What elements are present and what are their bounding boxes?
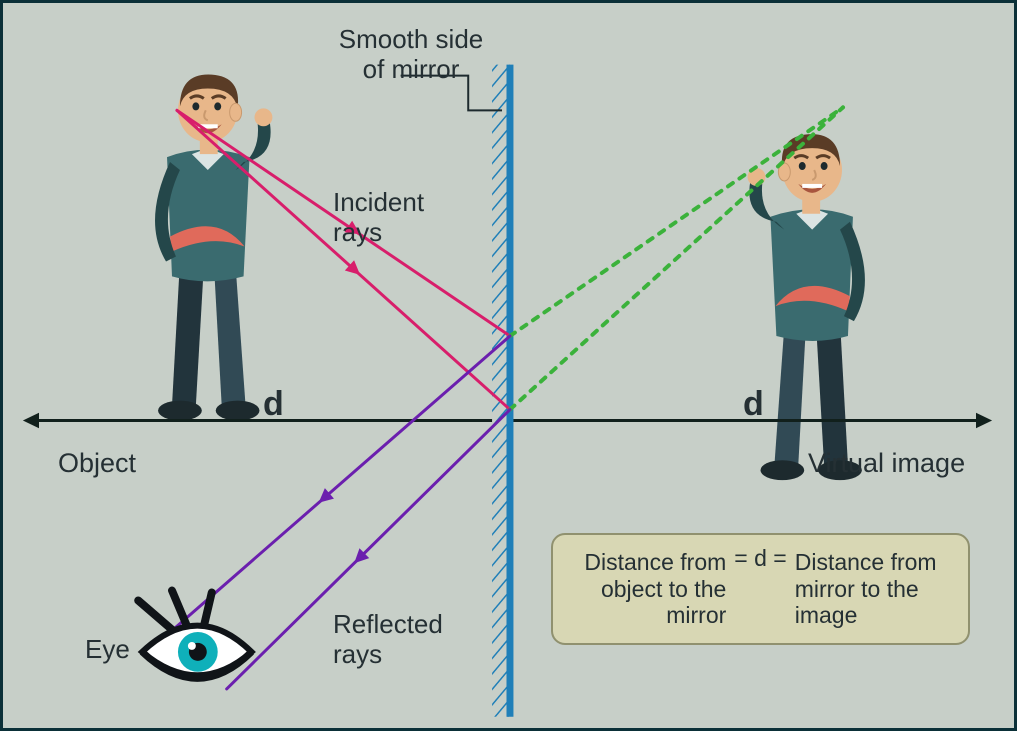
label-object: Object (58, 448, 136, 479)
label-incident: Incident rays (333, 188, 424, 248)
label-virtual-image: Virtual image (808, 448, 965, 479)
t: mirror (666, 602, 726, 628)
t: Distance from (795, 549, 937, 575)
legend-equals: = d = (726, 545, 794, 572)
label-reflected: Reflected rays (333, 610, 443, 670)
t: mirror to the (795, 576, 919, 602)
label-eye: Eye (85, 635, 130, 665)
t: object to the (601, 576, 726, 602)
t: rays (333, 639, 382, 669)
legend-box: Distance from object to the mirror = d =… (551, 533, 970, 645)
t: of mirror (363, 54, 460, 84)
diagram-frame: Smooth side of mirror Incident rays Refl… (0, 0, 1017, 731)
label-d-left: d (263, 385, 284, 424)
label-d-right: d (743, 385, 764, 424)
t: Incident (333, 187, 424, 217)
t: Distance from (584, 549, 726, 575)
t: Reflected (333, 609, 443, 639)
label-smooth-side: Smooth side of mirror (321, 25, 501, 85)
t: Smooth side (339, 24, 484, 54)
t: rays (333, 217, 382, 247)
t: image (795, 602, 858, 628)
